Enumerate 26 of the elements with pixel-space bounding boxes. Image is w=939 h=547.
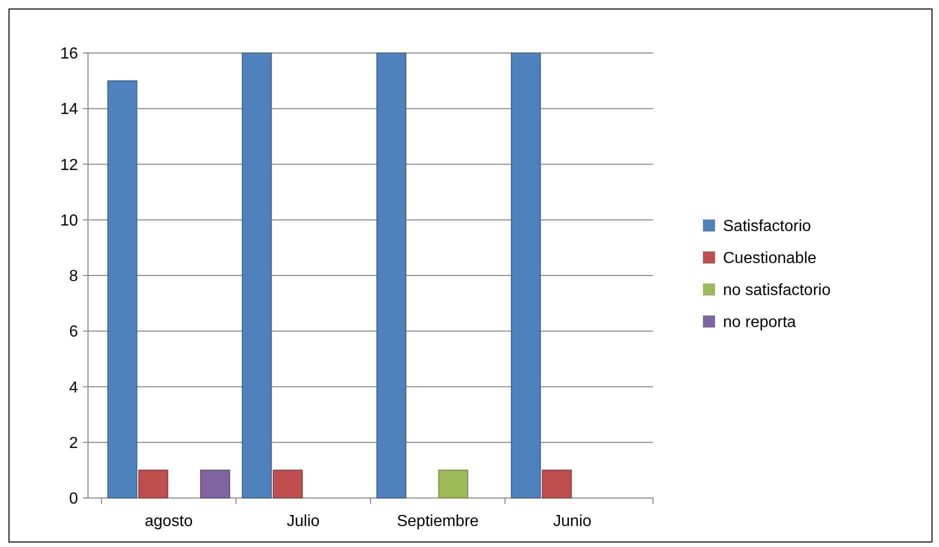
y-tick-label: 14 [60, 101, 78, 118]
y-tick-label: 6 [69, 324, 78, 341]
y-tick-label: 10 [60, 212, 78, 230]
bar [138, 470, 168, 498]
bar [376, 52, 406, 498]
bar [272, 470, 303, 498]
y-tick-label: 4 [69, 379, 78, 396]
bar [200, 470, 230, 498]
x-tick-label: Julio [286, 513, 320, 530]
bar [438, 470, 468, 498]
y-tick-label: 2 [69, 434, 78, 452]
bar [510, 52, 541, 498]
y-tick-label: 0 [69, 490, 78, 508]
legend-label: no satisfactorio [723, 282, 831, 300]
y-tick-label: 12 [60, 156, 78, 174]
bar [542, 470, 572, 498]
y-tick-label: 16 [60, 46, 78, 63]
x-tick-label: Junio [553, 513, 592, 530]
legend-label: Cuestionable [723, 250, 816, 268]
x-tick-label: Septiembre [396, 513, 479, 530]
y-tick-label: 8 [69, 268, 78, 286]
legend-label: no reporta [723, 314, 796, 332]
x-tick-label: agosto [144, 513, 193, 530]
bar [107, 80, 138, 498]
bar [242, 52, 272, 498]
legend-label: Satisfactorio [723, 218, 812, 236]
